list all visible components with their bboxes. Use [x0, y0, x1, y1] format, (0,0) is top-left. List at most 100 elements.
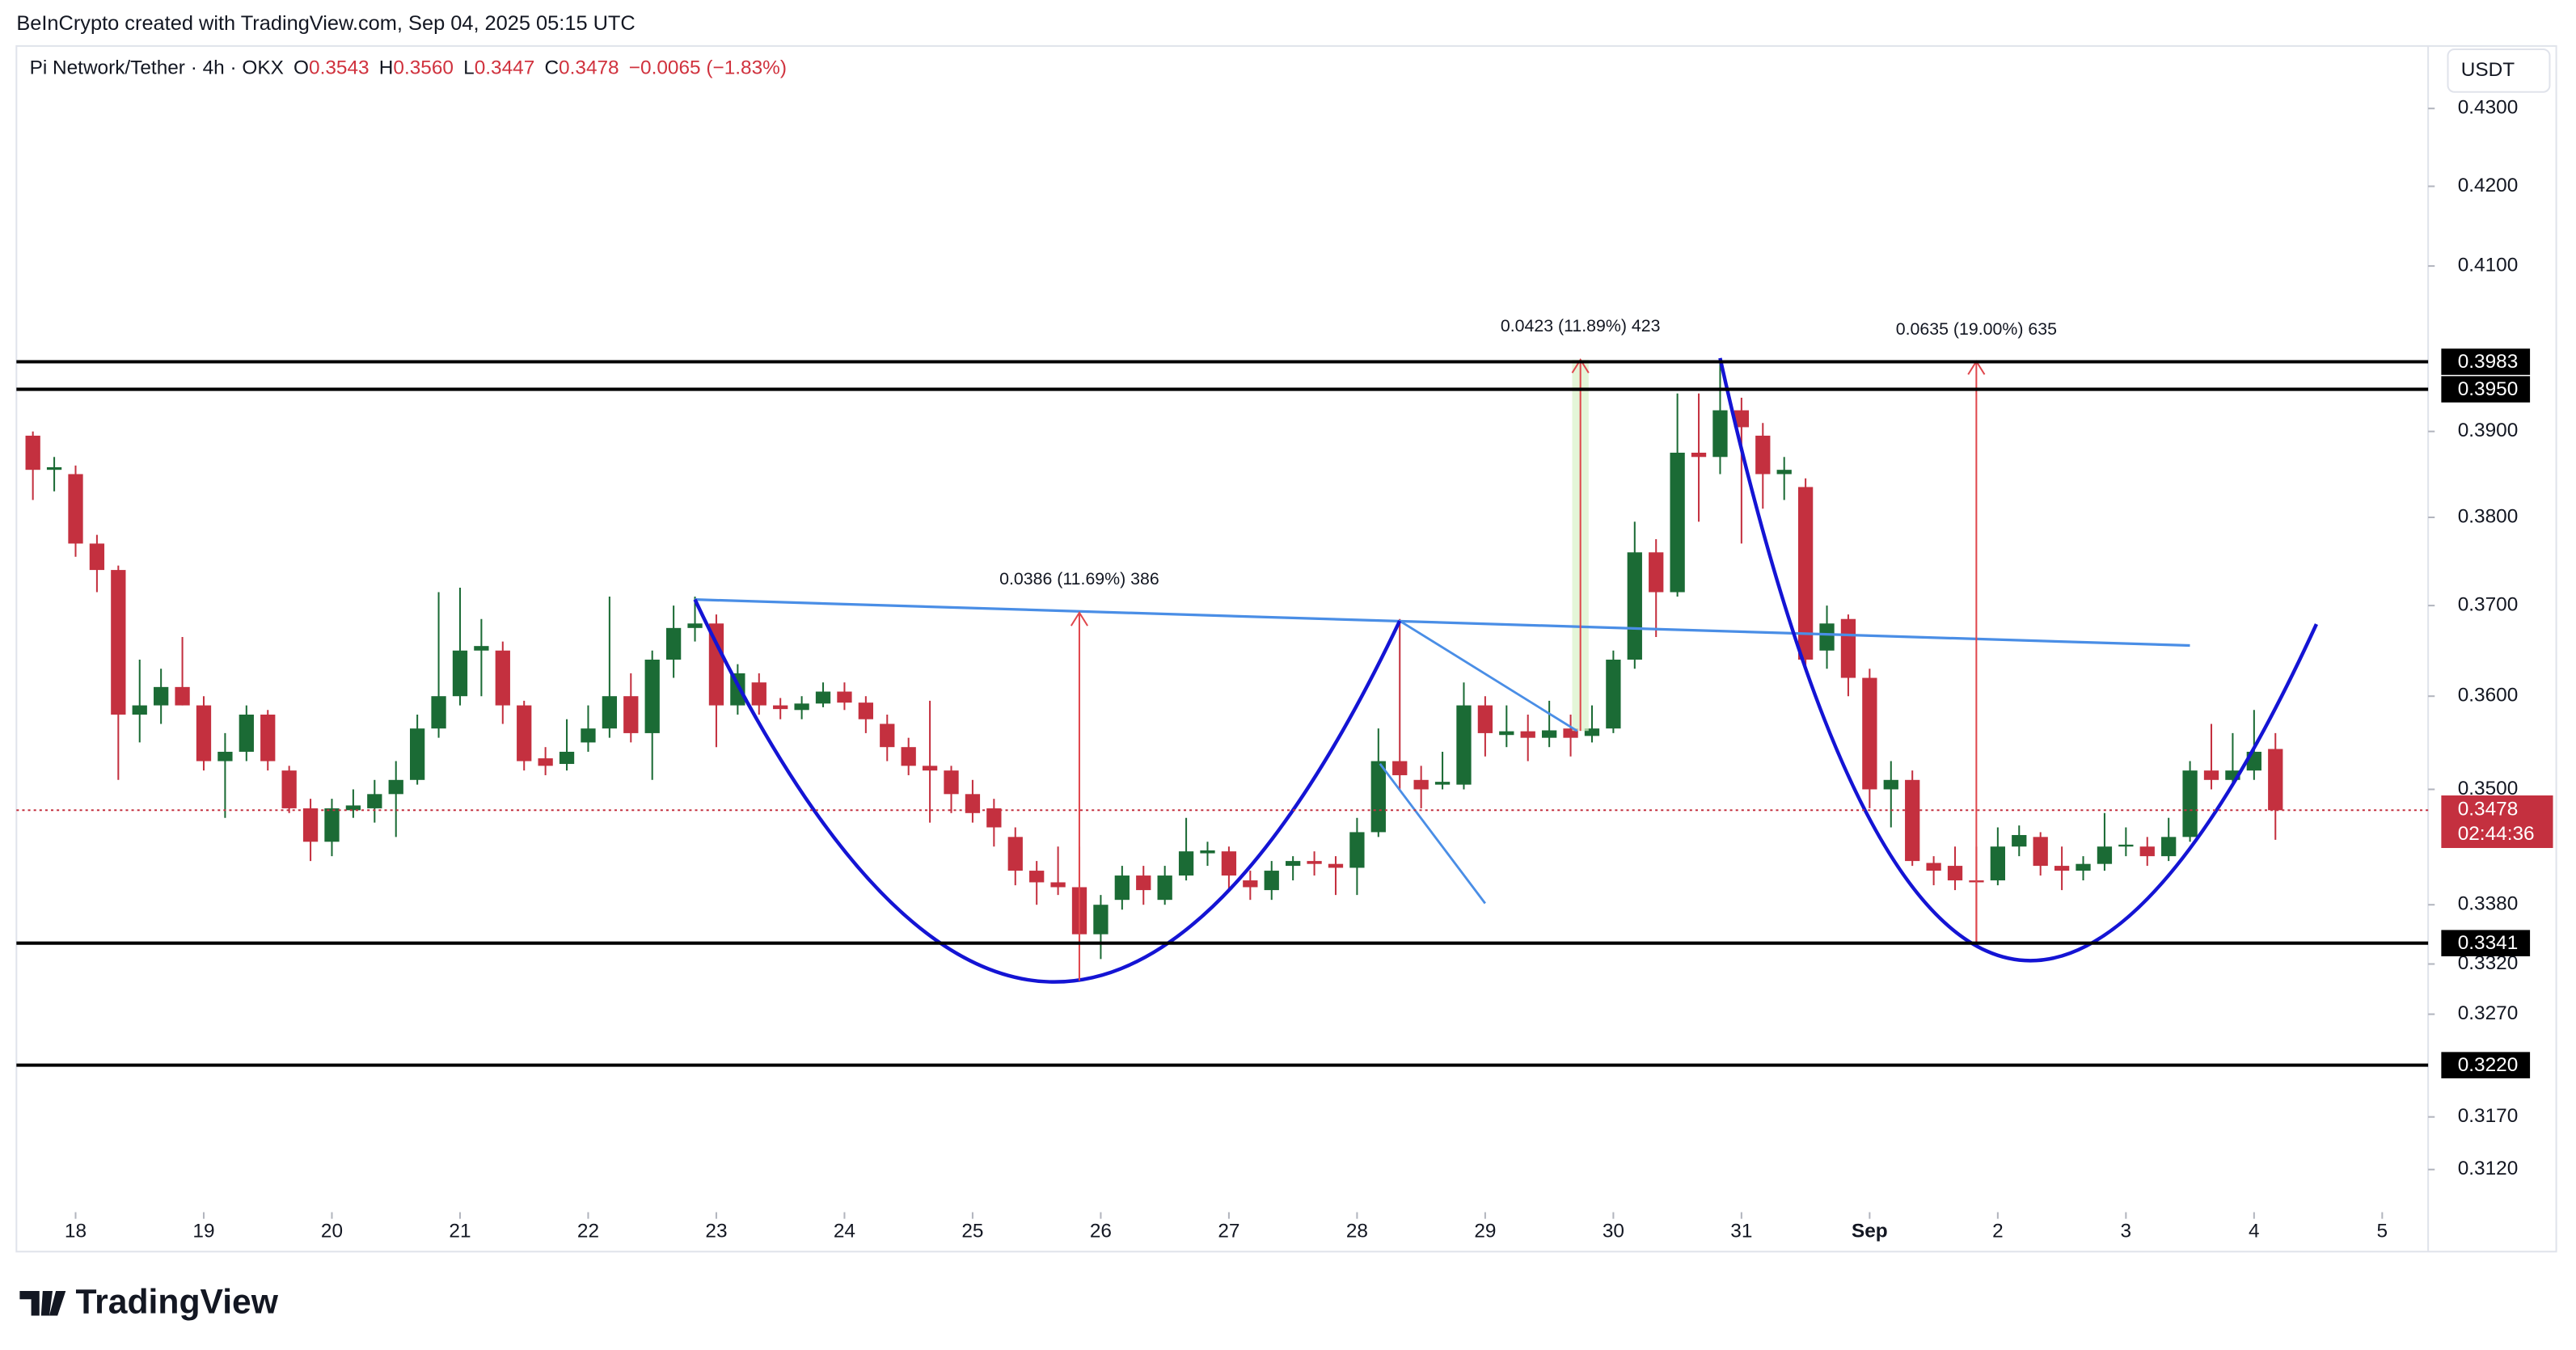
x-tick-label: 2 [1992, 1220, 2004, 1242]
currency-button[interactable] [2447, 48, 2551, 93]
candle-body [773, 705, 788, 710]
candle-body [581, 728, 596, 743]
candle-body [2161, 837, 2177, 857]
neckline [695, 598, 2190, 648]
candle-body [1840, 618, 1856, 678]
candle-body [986, 808, 1002, 828]
candle-body [324, 808, 340, 842]
candle-body [1670, 453, 1685, 593]
candle-body [880, 724, 895, 748]
x-tick-label: 27 [1218, 1220, 1239, 1242]
candle-body [837, 691, 852, 703]
x-tick-label: 4 [2249, 1220, 2260, 1242]
candle-body [1093, 905, 1109, 934]
chart-frame [15, 44, 2557, 1253]
candle-body [1776, 470, 1792, 475]
candle-body [2012, 834, 2027, 847]
candle-body [1349, 832, 1365, 868]
candle-body [1755, 435, 1771, 475]
drawings: 0.0386 (11.69%) 386 0.0423 (11.89%) 423 … [693, 316, 2318, 984]
currency[interactable]: USDT [2461, 59, 2515, 81]
candle-body [1200, 850, 1215, 854]
candle-body [751, 682, 766, 706]
candle-body [1243, 880, 1258, 888]
credit: BeInCrypto created with TradingView.com,… [16, 12, 635, 35]
measure-arrow [1571, 358, 1590, 732]
candle-body [474, 646, 489, 651]
o-value: 0.3543 [309, 57, 370, 79]
measure-label: 0.0635 (19.00%) 635 [1896, 319, 2057, 339]
level-label: 0.3950 [2458, 378, 2519, 400]
candle-body [1370, 761, 1386, 833]
candle-body [452, 650, 468, 697]
level-label-box [2441, 1052, 2531, 1078]
candle-body [46, 466, 62, 470]
c-value: 0.3478 [559, 57, 619, 79]
candle-body [2033, 837, 2048, 867]
y-tick-label: 0.3170 [2458, 1105, 2519, 1127]
candle-body [665, 627, 682, 660]
x-tick-label: 28 [1346, 1220, 1368, 1242]
candle-body [431, 696, 446, 729]
candle-body [1990, 846, 2006, 881]
x-tick-label: 29 [1474, 1220, 1496, 1242]
trend-line [1399, 619, 1578, 732]
candle-body [1264, 871, 1279, 891]
level-label: 0.3983 [2458, 351, 2519, 373]
level-label-box [2441, 376, 2531, 403]
candle-body [2076, 863, 2091, 871]
candle-body [1007, 837, 1023, 871]
candle-body [1286, 861, 1301, 867]
candle-body [944, 770, 959, 795]
candle-body [687, 623, 703, 628]
change: −0.0065 (−1.83%) [629, 57, 787, 79]
h-key: H [379, 57, 394, 79]
candle-body [538, 758, 553, 766]
x-tick-label: 3 [2121, 1220, 2132, 1242]
candle-body [1584, 728, 1600, 736]
candle-body [1649, 552, 1664, 593]
candle-body [2097, 846, 2113, 864]
logo: TradingView [19, 1283, 279, 1322]
legend: Pi Network/Tether · 4h · OKX O0.3543 H0.35… [30, 57, 787, 79]
c-key: C [544, 57, 559, 79]
candle-body [2139, 846, 2155, 857]
candle-body [1541, 730, 1557, 738]
y-tick-label: 0.4100 [2458, 255, 2519, 276]
candle-body [2182, 770, 2198, 837]
y-tick-label: 0.3270 [2458, 1002, 2519, 1024]
candle-body [175, 686, 190, 706]
candle-body [1050, 882, 1066, 888]
logo-mark [19, 1291, 66, 1316]
candle-body [1477, 705, 1493, 733]
y-tick-label: 0.4300 [2458, 97, 2519, 119]
candle-body [1926, 863, 1941, 871]
candle-body [559, 751, 575, 765]
candle-body [495, 650, 510, 706]
x-tick-label: 22 [577, 1220, 599, 1242]
candle-body [1862, 677, 1877, 790]
y-tick-label: 0.3600 [2458, 685, 2519, 707]
candle-body [1499, 731, 1514, 736]
measure-arrow [1070, 610, 1088, 981]
candle-body [1883, 779, 1898, 790]
candle-body [1563, 728, 1578, 738]
l-value: 0.3447 [475, 57, 535, 79]
candle-body [281, 770, 297, 808]
candle-body [794, 703, 809, 711]
candle-body [25, 435, 40, 470]
countdown: 02:44:36 [2458, 823, 2535, 845]
candle-body [1905, 779, 1920, 862]
candle-body [302, 808, 319, 842]
candle-body [260, 714, 276, 761]
y-tick-label: 0.4200 [2458, 175, 2519, 196]
candle-body [922, 766, 938, 771]
y-tick-label: 0.3800 [2458, 505, 2519, 527]
candle-body [388, 779, 403, 795]
candle-body [1797, 487, 1814, 660]
candle-body [1029, 871, 1045, 883]
candle-body [1221, 851, 1237, 876]
level-label-box [2441, 348, 2531, 375]
